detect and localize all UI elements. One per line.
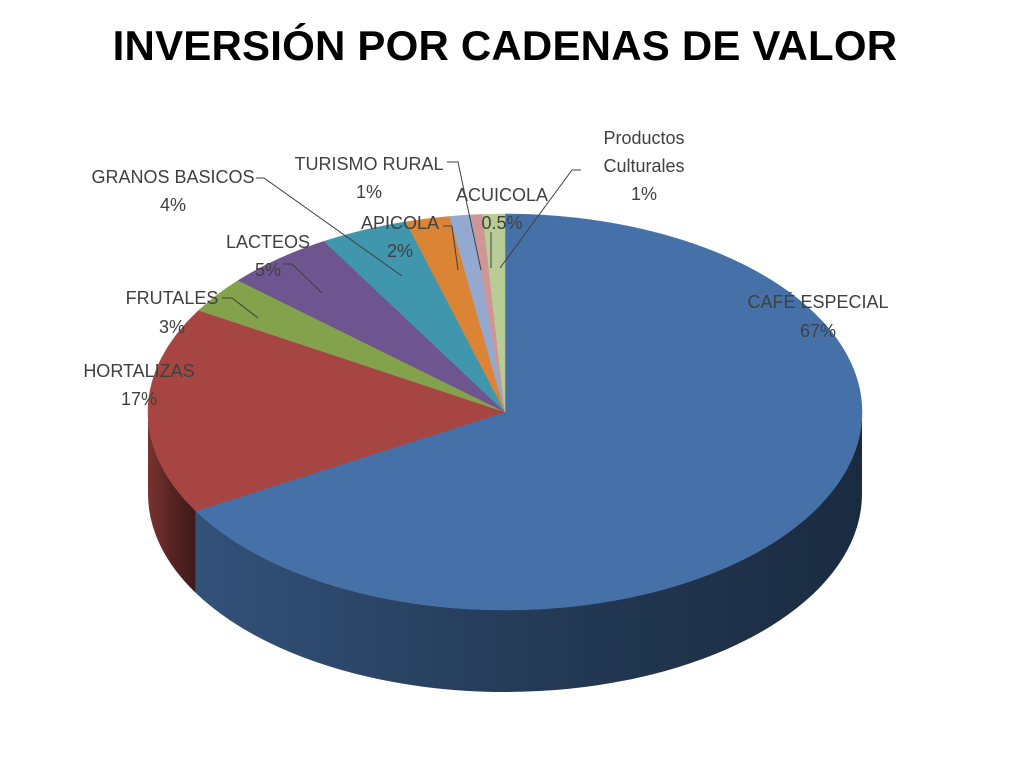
data-label-value-2: 3% <box>159 317 185 337</box>
leader-line-3 <box>283 263 323 294</box>
data-label-category-1: HORTALIZAS <box>83 361 194 381</box>
data-label-category-4: GRANOS BASICOS <box>91 167 254 187</box>
data-label-value-4: 4% <box>160 195 186 215</box>
data-label-category-5: APICOLA <box>361 213 439 233</box>
leader-line-4 <box>256 177 403 277</box>
data-label-category-3: LACTEOS <box>226 232 310 252</box>
pie-slice-0 <box>195 213 863 611</box>
data-label-category-8: Productos <box>603 128 684 148</box>
data-label-value-5: 2% <box>387 241 413 261</box>
data-label-value-1: 17% <box>121 389 157 409</box>
data-label-value-3: 5% <box>255 260 281 280</box>
data-label-value-7: 0.5% <box>481 213 522 233</box>
pie-slice-1 <box>147 310 506 512</box>
pie-side-0 <box>195 412 863 692</box>
data-label-category-7: ACUICOLA <box>456 185 548 205</box>
leader-line-6 <box>447 161 482 271</box>
pie-slice-8 <box>482 213 506 413</box>
data-label-category-8: Culturales <box>603 156 684 176</box>
data-label-category-2: FRUTALES <box>126 288 219 308</box>
leader-line-8 <box>499 169 581 269</box>
data-label-value-0: 67% <box>800 321 836 341</box>
data-label-value-8: 1% <box>631 184 657 204</box>
data-label-category-0: CAFÉ ESPECIAL <box>747 292 888 312</box>
chart-title: INVERSIÓN POR CADENAS DE VALOR <box>112 22 898 69</box>
data-label-category-6: TURISMO RURAL <box>294 154 443 174</box>
leader-line-5 <box>443 225 459 271</box>
leader-line-2 <box>222 297 259 319</box>
pie-side-1 <box>148 412 196 593</box>
data-label-value-6: 1% <box>356 182 382 202</box>
